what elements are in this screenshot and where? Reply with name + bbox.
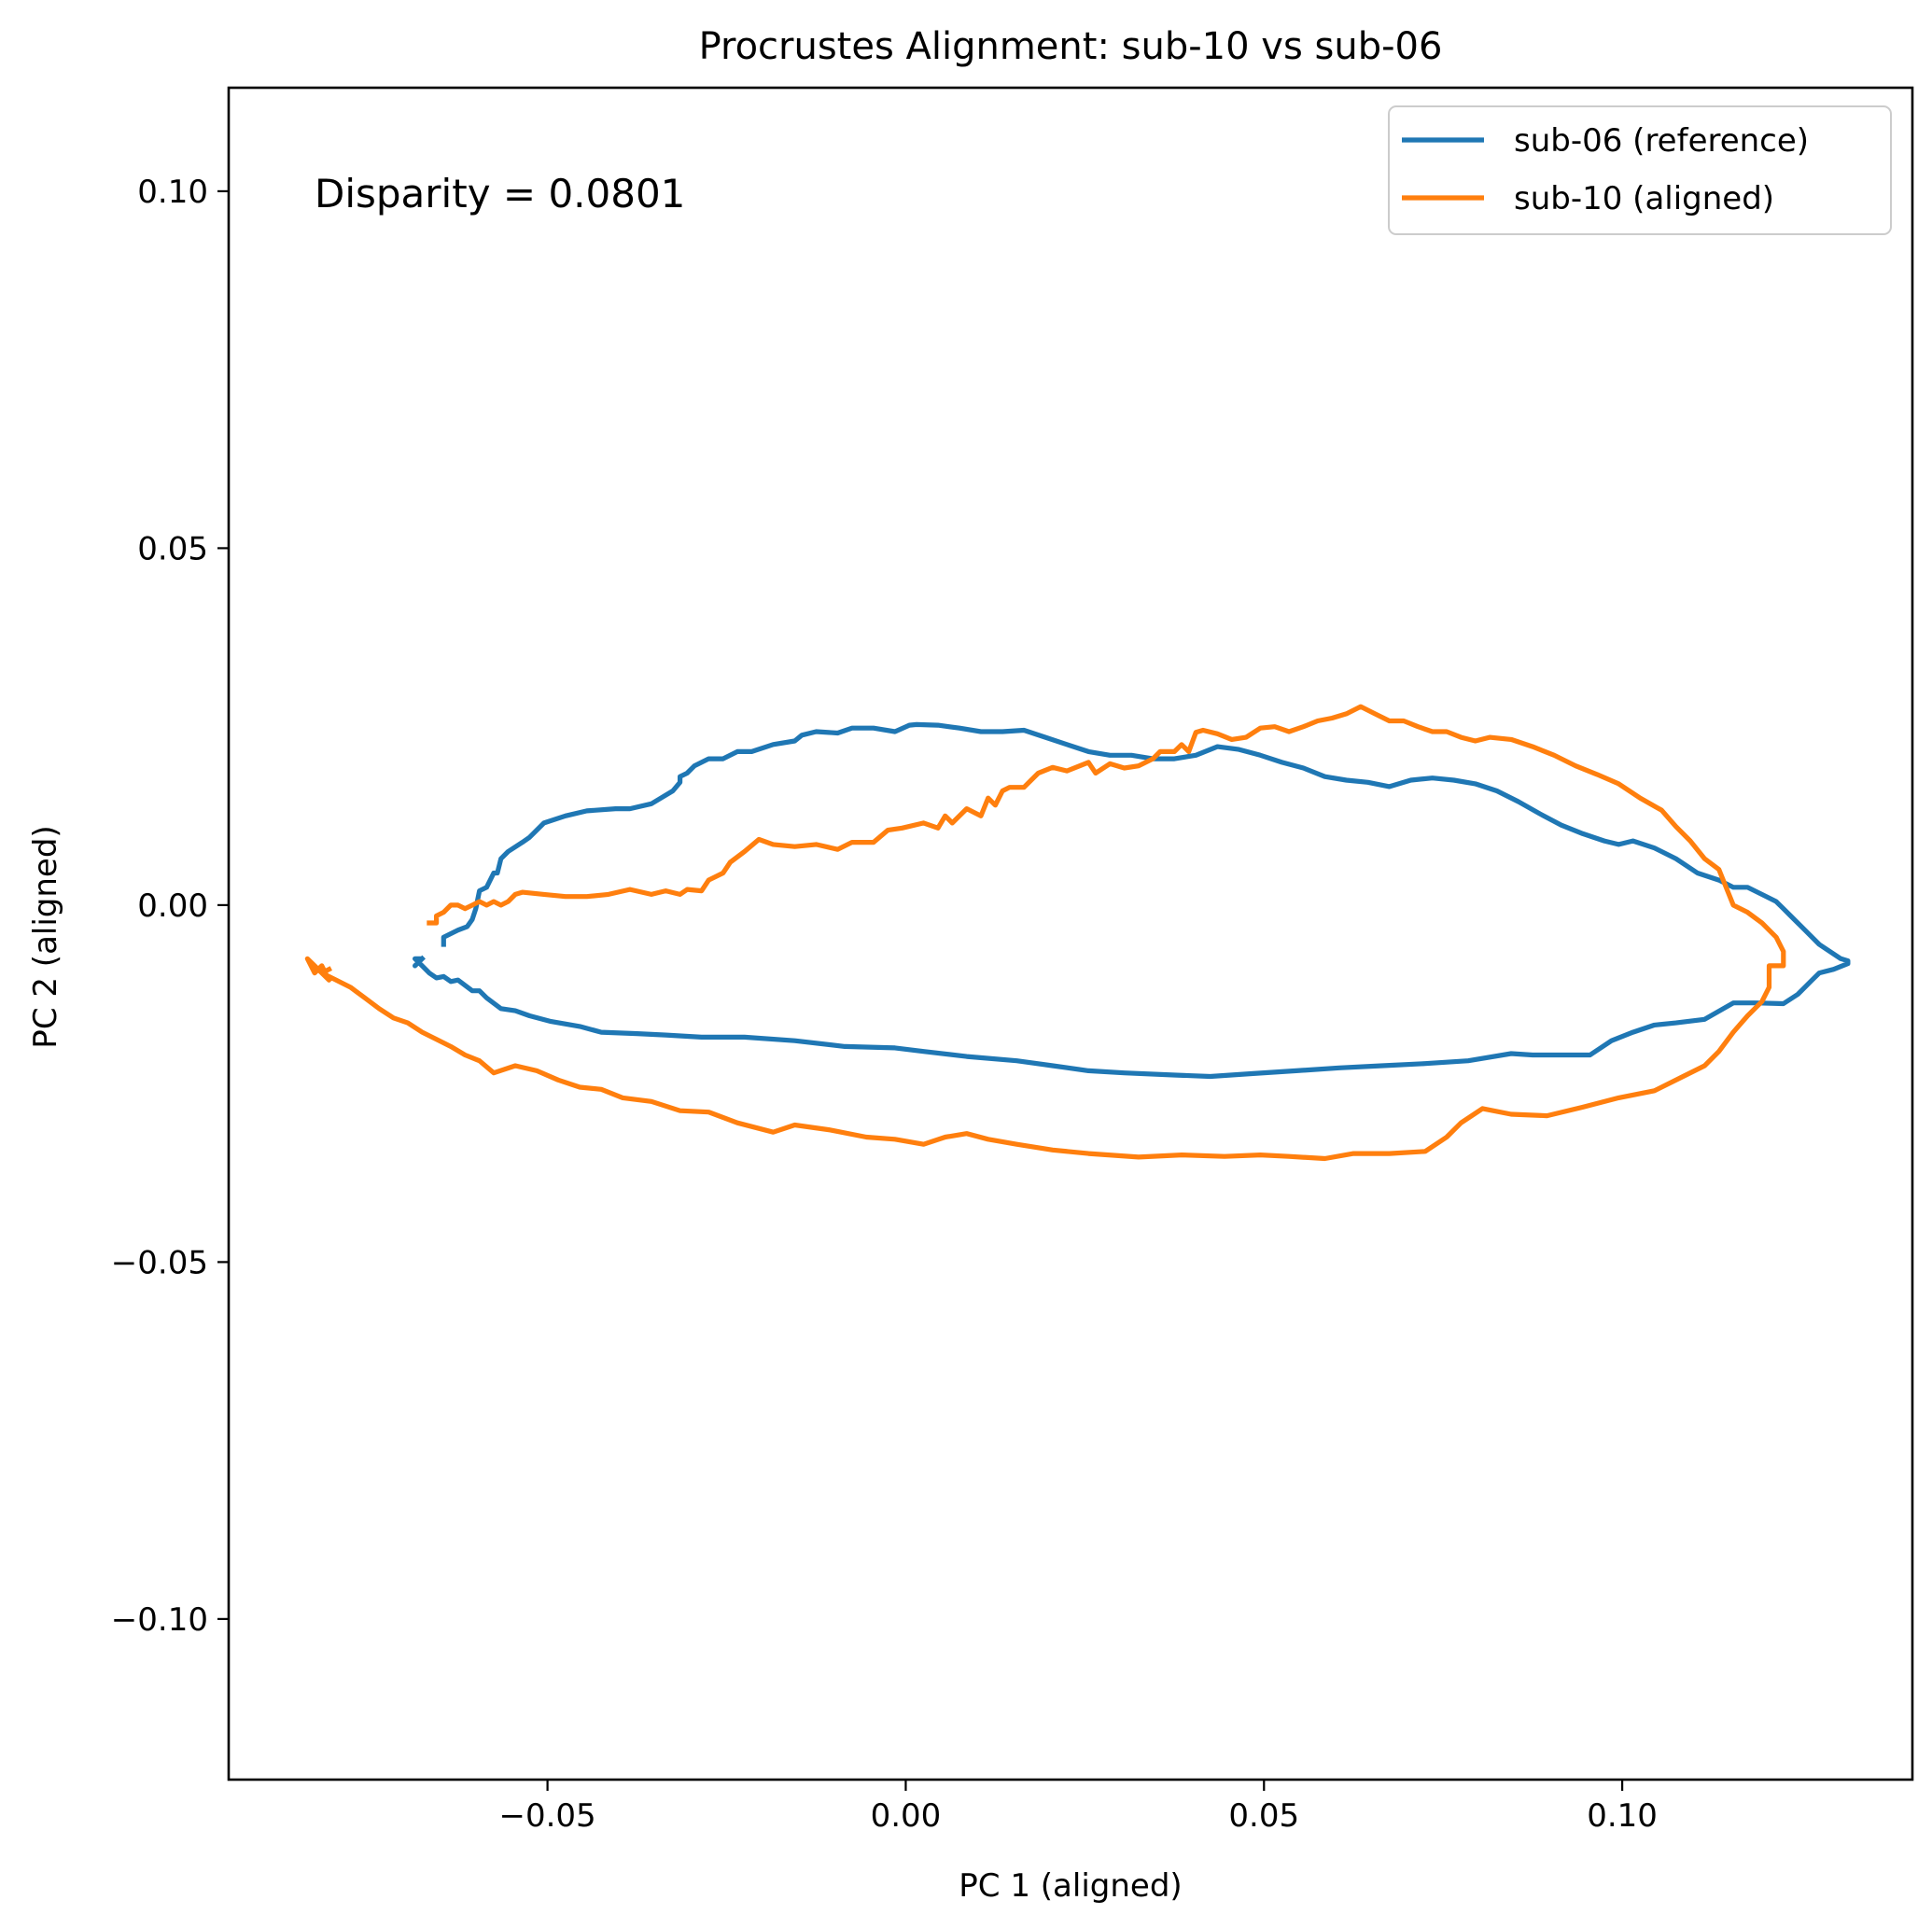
x-tick-label: −0.05 <box>499 1797 596 1835</box>
legend-label-aligned: sub-10 (aligned) <box>1514 180 1774 217</box>
legend: sub-06 (reference) sub-10 (aligned) <box>1388 105 1892 235</box>
series-line-aligned <box>304 704 1786 1162</box>
x-axis-label: PC 1 (aligned) <box>959 1867 1182 1905</box>
x-tick-label: 0.05 <box>1228 1797 1299 1835</box>
x-tick-label: 0.10 <box>1587 1797 1658 1835</box>
y-tick-label: 0.00 <box>137 887 208 925</box>
series-line-reference <box>413 721 1851 1080</box>
disparity-annotation: Disparity = 0.0801 <box>315 171 685 217</box>
x-axis-ticks: −0.05 0.00 0.05 0.10 <box>499 1780 1658 1835</box>
legend-box <box>1388 105 1892 235</box>
y-tick-label: 0.10 <box>137 174 208 211</box>
legend-label-reference: sub-06 (reference) <box>1514 122 1809 160</box>
y-tick-label: −0.05 <box>111 1244 208 1281</box>
x-tick-label: 0.00 <box>871 1797 942 1835</box>
y-tick-label: −0.10 <box>111 1601 208 1639</box>
y-axis-ticks: 0.10 0.05 0.00 −0.05 −0.10 <box>111 174 229 1639</box>
y-tick-label: 0.05 <box>137 530 208 567</box>
plot-frame <box>227 86 1914 1781</box>
plot-area <box>304 704 1851 1162</box>
chart-title: Procrustes Alignment: sub-10 vs sub-06 <box>699 25 1443 68</box>
y-axis-label: PC 2 (aligned) <box>27 825 64 1048</box>
